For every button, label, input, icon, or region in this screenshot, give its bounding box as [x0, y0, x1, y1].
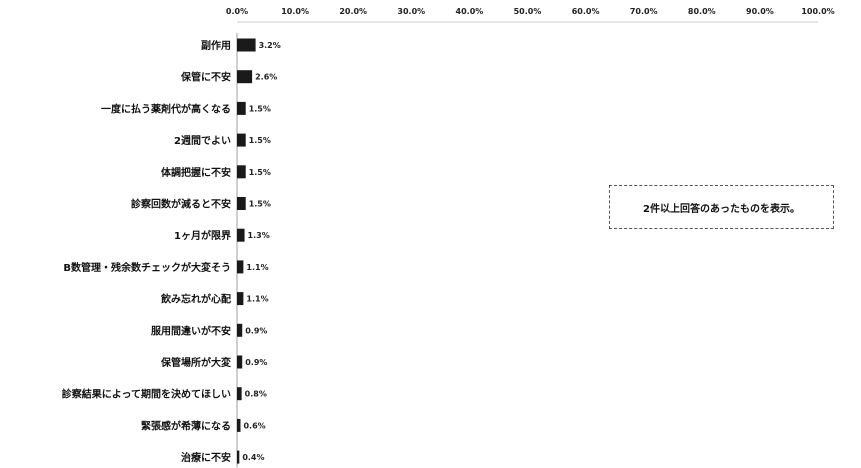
bar: [237, 292, 244, 306]
x-tick-label: 10.0%: [281, 7, 309, 16]
annotation-text: 2件以上回答のあったものを表示。: [643, 203, 800, 215]
category-label: 1ヶ月が限界: [174, 229, 231, 242]
data-label: 2.6%: [255, 73, 277, 82]
category-label: B数管理・残余数チェックが大変そう: [63, 261, 231, 274]
category-label: 診察回数が減ると不安: [131, 198, 231, 211]
category-label: 保管に不安: [180, 71, 231, 84]
bar: [237, 418, 241, 432]
category-label: 飲み忘れが心配: [160, 293, 231, 306]
bar: [237, 323, 243, 337]
bar: [237, 101, 246, 115]
category-label: 服用間違いが不安: [151, 324, 231, 337]
bars: [237, 38, 256, 464]
bar: [237, 387, 242, 401]
data-label: 1.5%: [249, 136, 271, 145]
data-label: 0.9%: [245, 326, 267, 335]
category-label: 保管場所が大変: [160, 356, 232, 369]
data-label: 0.9%: [245, 358, 267, 367]
bar: [237, 133, 246, 147]
data-label: 1.3%: [248, 231, 270, 240]
x-tick-label: 80.0%: [688, 7, 716, 16]
category-label: 治療に不安: [181, 451, 231, 464]
bar: [237, 197, 246, 210]
bar: [237, 228, 245, 242]
data-label: 0.6%: [243, 421, 265, 430]
bar: [237, 38, 256, 52]
x-tick-label: 90.0%: [746, 7, 774, 16]
data-label: 1.5%: [249, 200, 271, 209]
category-label: 2週間でよい: [174, 135, 231, 147]
data-label: 0.4%: [242, 453, 264, 462]
category-label: 緊張感が希薄になる: [141, 419, 231, 432]
bar: [237, 260, 244, 274]
data-label: 1.1%: [246, 263, 268, 272]
category-label: 副作用: [201, 39, 231, 52]
x-tick-label: 70.0%: [630, 7, 658, 16]
category-label: 体調把握に不安: [161, 166, 231, 179]
x-tick-label: 100.0%: [801, 7, 834, 16]
x-tick-label: 60.0%: [572, 7, 600, 16]
bar: [237, 450, 240, 464]
x-tick-label: 30.0%: [397, 7, 425, 16]
data-label: 1.1%: [246, 295, 268, 304]
x-tick-label: 50.0%: [514, 7, 542, 16]
category-label: 診察結果によって期間を決めてほしい: [62, 388, 231, 401]
bar: [237, 70, 253, 84]
data-label: 3.2%: [259, 41, 281, 50]
data-label: 1.5%: [249, 104, 271, 113]
category-label: 一度に払う薬剤代が高くなる: [101, 102, 231, 115]
data-label: 0.8%: [245, 390, 267, 399]
x-tick-label: 40.0%: [456, 7, 484, 16]
annotation-box: 2件以上回答のあったものを表示。: [609, 185, 834, 229]
data-label: 1.5%: [249, 168, 271, 177]
x-tick-label: 0.0%: [226, 7, 248, 16]
bar: [237, 355, 243, 369]
x-tick-label: 20.0%: [339, 7, 367, 16]
data-labels: 3.2% 2.6% 1.5% 1.5% 1.5% 1.5% 1.3% 1.1% 1.1% 0.9%…: [242, 41, 280, 462]
x-axis: 0.0% 10.0% 20.0% 30.0% 40.0% 50.0% 60.0% 70.0% 8…: [226, 7, 835, 468]
bar: [237, 165, 246, 179]
